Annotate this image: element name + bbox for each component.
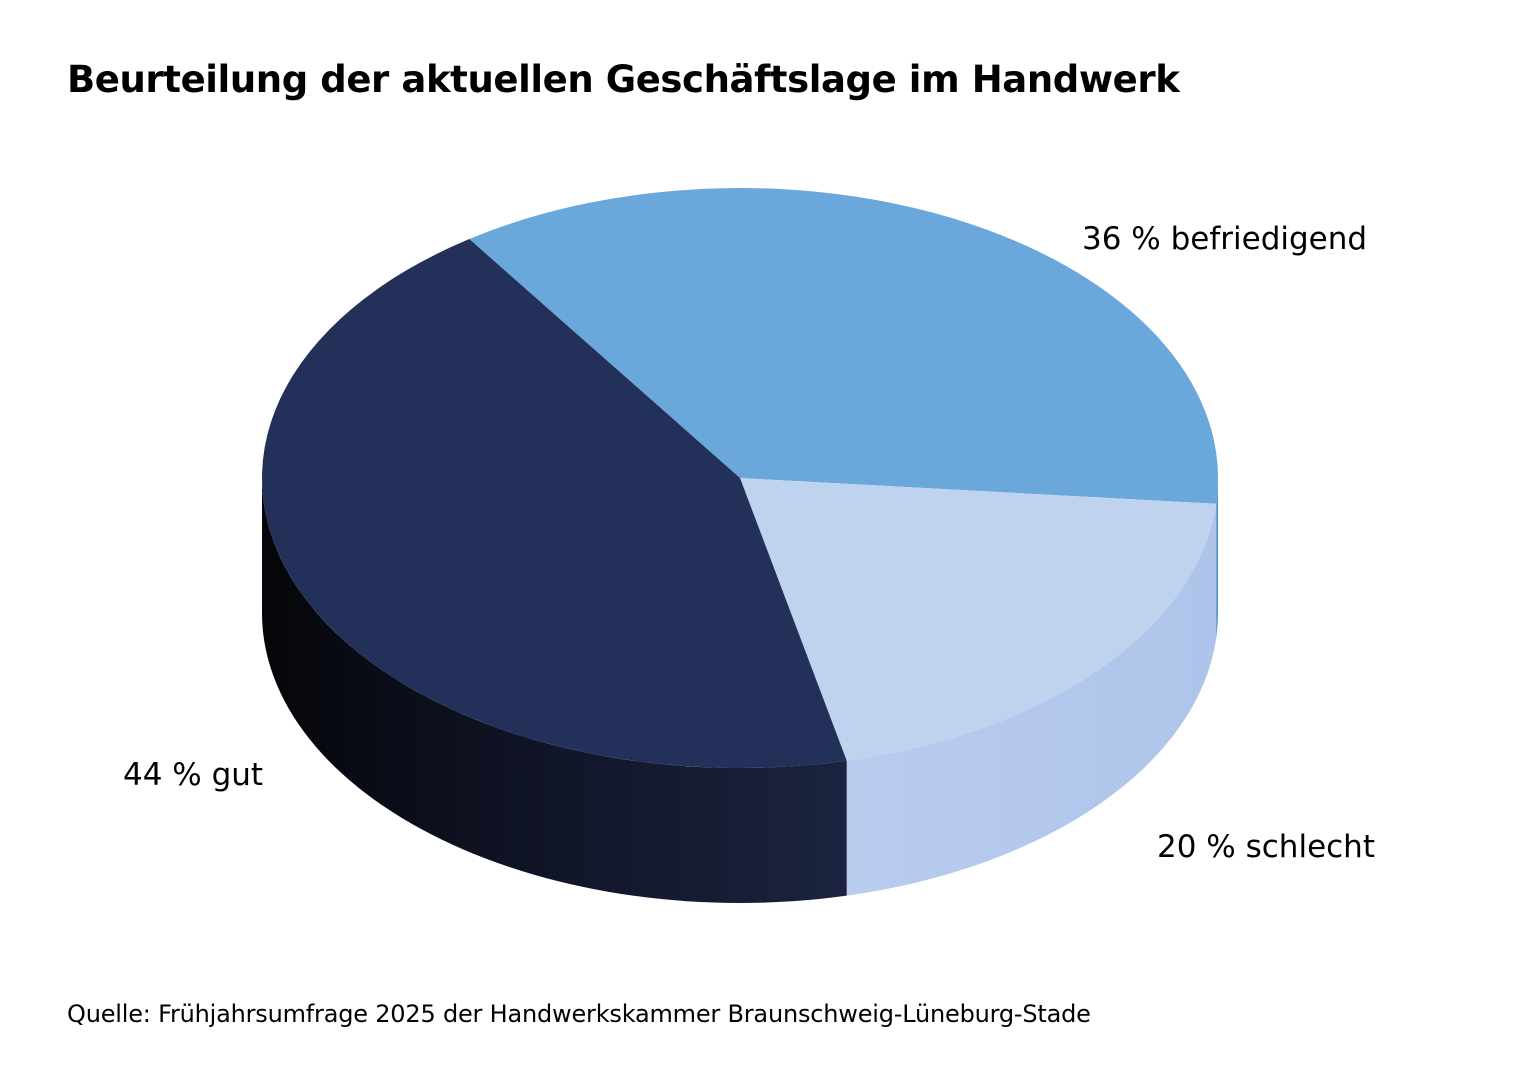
pie-sides xyxy=(262,478,1218,903)
pie-labels: 36 % befriedigend 20 % schlecht 44 % gut xyxy=(123,221,1375,865)
pie-side-gut xyxy=(262,478,847,903)
pie-tops xyxy=(262,187,1218,768)
pie-side-schlecht xyxy=(846,503,1217,896)
chart-source: Quelle: Frühjahrsumfrage 2025 der Handwe… xyxy=(67,1000,1091,1028)
slice-label-befriedigend: 36 % befriedigend xyxy=(1082,221,1367,257)
pie-slice-befriedigend xyxy=(469,187,1218,504)
slice-label-schlecht: 20 % schlecht xyxy=(1157,829,1375,865)
chart-title: Beurteilung der aktuellen Geschäftslage … xyxy=(67,58,1180,101)
pie-slice-gut xyxy=(262,239,847,768)
pie-side-befriedigend xyxy=(1216,478,1218,639)
pie-slice-schlecht xyxy=(740,478,1217,761)
slice-label-gut: 44 % gut xyxy=(123,757,263,793)
